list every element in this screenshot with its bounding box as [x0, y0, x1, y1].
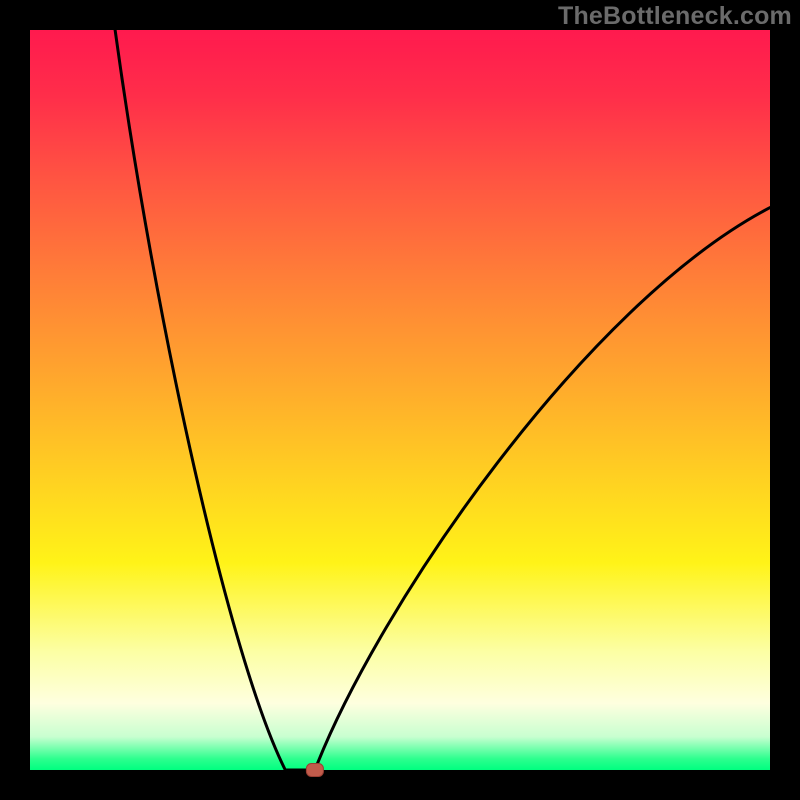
optimal-point-marker [306, 764, 323, 777]
plot-area [30, 30, 770, 770]
bottleneck-chart [0, 0, 800, 800]
watermark-text: TheBottleneck.com [558, 2, 792, 31]
chart-container: TheBottleneck.com [0, 0, 800, 800]
